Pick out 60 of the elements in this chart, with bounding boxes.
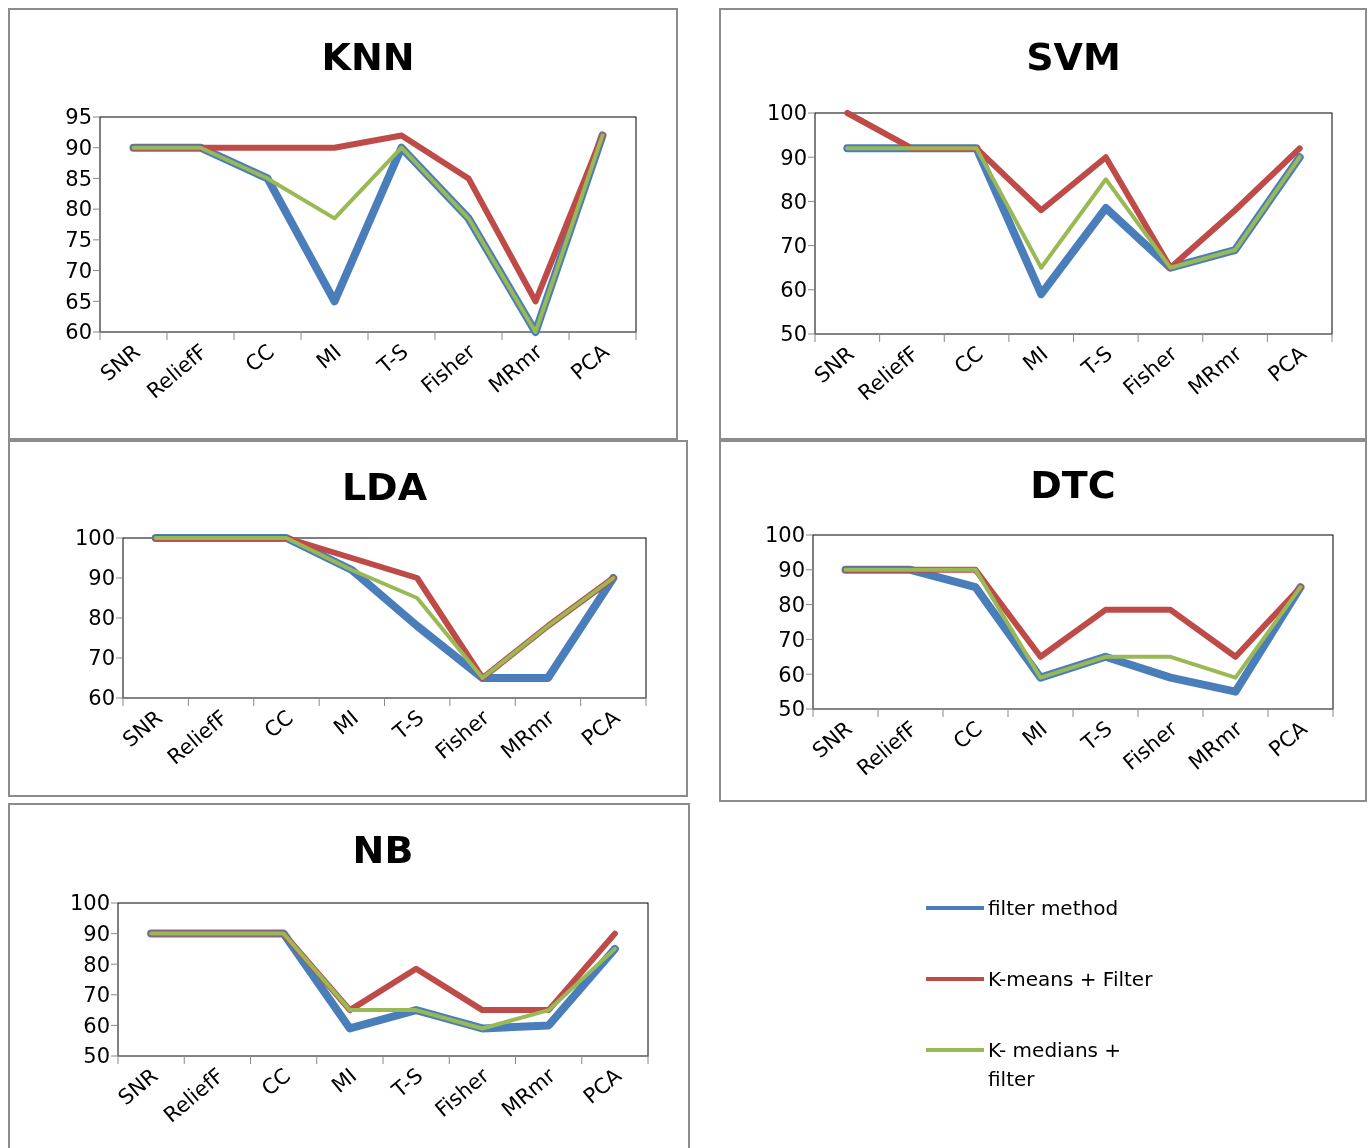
y-tick-label: 50 xyxy=(778,697,805,722)
y-tick-label: 60 xyxy=(88,686,115,711)
y-tick-label: 70 xyxy=(778,627,805,652)
x-tick-label: CC xyxy=(259,705,298,743)
x-tick-label: PCA xyxy=(578,1063,627,1109)
x-tick-label: MI xyxy=(311,339,346,374)
y-tick-label: 90 xyxy=(83,921,110,946)
y-tick-label: 60 xyxy=(778,662,805,687)
y-tick-label: 60 xyxy=(83,1013,110,1038)
x-tick-label: CC xyxy=(256,1063,295,1101)
x-tick-label: MI xyxy=(328,705,364,740)
x-tick-label: PCA xyxy=(566,339,615,385)
y-tick-label: 60 xyxy=(65,320,92,345)
y-tick-label: 80 xyxy=(778,592,805,617)
chart-title: SVM xyxy=(1026,35,1121,79)
y-tick-label: 75 xyxy=(65,228,92,253)
y-tick-label: 70 xyxy=(65,258,92,283)
chart-title: DTC xyxy=(1030,463,1116,507)
y-tick-label: 90 xyxy=(65,136,92,161)
y-tick-label: 50 xyxy=(780,322,807,347)
legend-label: filter method xyxy=(988,896,1119,920)
x-tick-label: T-S xyxy=(386,1063,428,1103)
y-tick-label: 80 xyxy=(780,189,807,214)
y-tick-label: 90 xyxy=(780,145,807,170)
x-tick-label: T-S xyxy=(372,339,413,379)
y-tick-label: 70 xyxy=(780,233,807,258)
chart-title: KNN xyxy=(321,35,415,79)
chart-title: NB xyxy=(352,828,414,872)
x-tick-label: PCA xyxy=(577,705,625,751)
x-tick-label: PCA xyxy=(1263,341,1312,387)
y-tick-label: 100 xyxy=(766,101,807,126)
x-tick-label: PCA xyxy=(1264,716,1313,762)
y-tick-label: 100 xyxy=(764,523,805,548)
y-tick-label: 100 xyxy=(69,891,110,916)
y-tick-label: 100 xyxy=(74,526,115,551)
y-tick-label: 70 xyxy=(88,646,115,671)
y-tick-label: 95 xyxy=(65,105,92,130)
y-tick-label: 60 xyxy=(780,278,807,303)
y-tick-label: 90 xyxy=(88,566,115,591)
x-tick-label: CC xyxy=(948,716,987,754)
x-tick-label: CC xyxy=(240,339,279,377)
legend-label: K- medians + filter xyxy=(988,1038,1122,1091)
y-tick-label: 85 xyxy=(65,166,92,191)
y-tick-label: 80 xyxy=(88,606,115,631)
legend-label: K-means + Filter xyxy=(988,967,1154,991)
x-tick-label: MI xyxy=(1018,341,1053,376)
x-tick-label: MI xyxy=(327,1063,362,1098)
x-tick-label: T-S xyxy=(1076,716,1117,756)
y-tick-label: 80 xyxy=(83,952,110,977)
x-tick-label: T-S xyxy=(1076,341,1118,381)
y-tick-label: 80 xyxy=(65,197,92,222)
x-tick-label: MI xyxy=(1017,716,1052,751)
y-tick-label: 70 xyxy=(83,983,110,1008)
y-tick-label: 90 xyxy=(778,558,805,583)
x-tick-label: SNR xyxy=(113,1063,163,1110)
x-tick-label: T-S xyxy=(387,705,429,745)
chart-title: LDA xyxy=(341,465,428,509)
x-tick-label: CC xyxy=(949,341,988,379)
y-tick-label: 65 xyxy=(65,289,92,314)
y-tick-label: 50 xyxy=(83,1044,110,1069)
